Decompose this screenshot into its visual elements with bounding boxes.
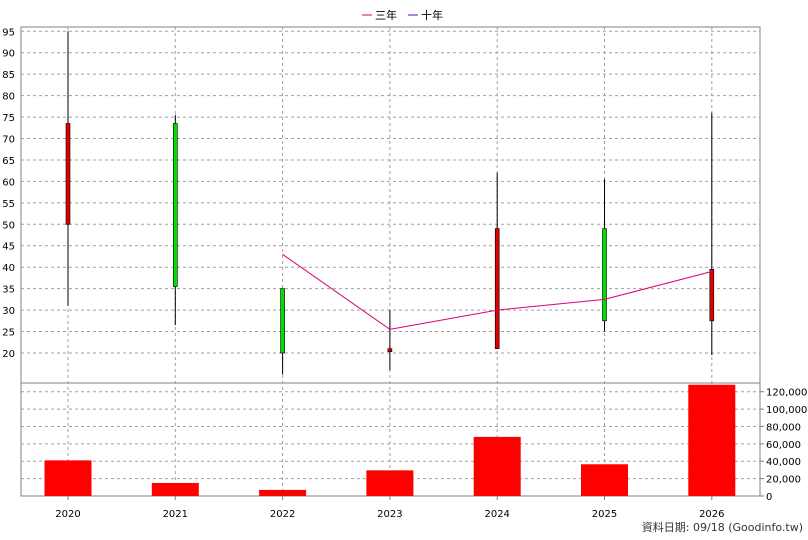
price-tick-label: 75 — [2, 113, 15, 124]
price-tick-label: 35 — [2, 285, 15, 296]
price-tick-label: 90 — [2, 49, 15, 60]
x-tick-label: 2026 — [699, 509, 724, 520]
volume-tick-label: 0 — [766, 492, 772, 503]
x-tick-label: 2021 — [163, 509, 188, 520]
volume-bar — [44, 460, 92, 496]
volume-tick-label: 60,000 — [766, 440, 801, 451]
x-tick-label: 2022 — [270, 509, 295, 520]
candle-body — [387, 348, 393, 352]
volume-tick-label: 40,000 — [766, 457, 801, 468]
candle-body — [494, 228, 500, 349]
price-tick-label: 55 — [2, 199, 15, 210]
volume-axis: 0 20,000 40,000 60,000 80,000 100,000 120,000 — [760, 388, 807, 503]
price-tick-label: 70 — [2, 135, 15, 146]
average-lines — [282, 253, 712, 330]
x-tick-label: 2024 — [484, 509, 509, 520]
price-tick-label: 30 — [2, 306, 15, 317]
price-tick-label: 85 — [2, 70, 15, 81]
volume-bar — [581, 464, 628, 496]
volume-bar — [151, 482, 199, 496]
x-tick-label: 2020 — [55, 509, 80, 520]
series-line — [282, 253, 712, 330]
price-tick-label: 20 — [2, 349, 15, 360]
candle-body — [280, 288, 285, 354]
price-tick-label: 25 — [2, 328, 15, 339]
volume-tick-label: 100,000 — [766, 405, 807, 416]
x-axis: 2020 2021 2022 2023 2024 2025 2026 — [55, 496, 725, 520]
volume-bar — [259, 489, 307, 496]
volume-bar — [366, 470, 414, 496]
candle-body — [709, 269, 715, 322]
price-tick-label: 95 — [2, 27, 15, 38]
volume-tick-label: 20,000 — [766, 475, 801, 486]
candle-body — [173, 123, 178, 287]
x-tick-label: 2023 — [377, 509, 402, 520]
price-tick-label: 60 — [2, 177, 15, 188]
x-tick-label: 2025 — [592, 509, 617, 520]
candlesticks — [65, 31, 715, 375]
price-axis: 20 25 30 35 40 45 50 55 60 65 70 75 80 85 90 95 — [2, 27, 15, 360]
price-tick-label: 40 — [2, 263, 15, 274]
volume-tick-label: 120,000 — [766, 388, 807, 399]
price-tick-label: 80 — [2, 92, 15, 103]
candle-body — [65, 123, 71, 225]
legend-label-3y: 三年 — [375, 8, 397, 22]
candle-body — [602, 228, 607, 322]
source-note: 資料日期: 09/18 (Goodinfo.tw) — [642, 520, 803, 534]
legend: 三年 十年 — [362, 8, 443, 22]
price-tick-label: 50 — [2, 220, 15, 231]
legend-label-10y: 十年 — [421, 8, 443, 22]
price-tick-label: 65 — [2, 156, 15, 167]
volume-bar — [473, 436, 521, 496]
price-tick-label: 45 — [2, 242, 15, 253]
volume-bar — [688, 384, 736, 496]
volume-tick-label: 80,000 — [766, 422, 801, 433]
volume-bars — [44, 384, 736, 496]
